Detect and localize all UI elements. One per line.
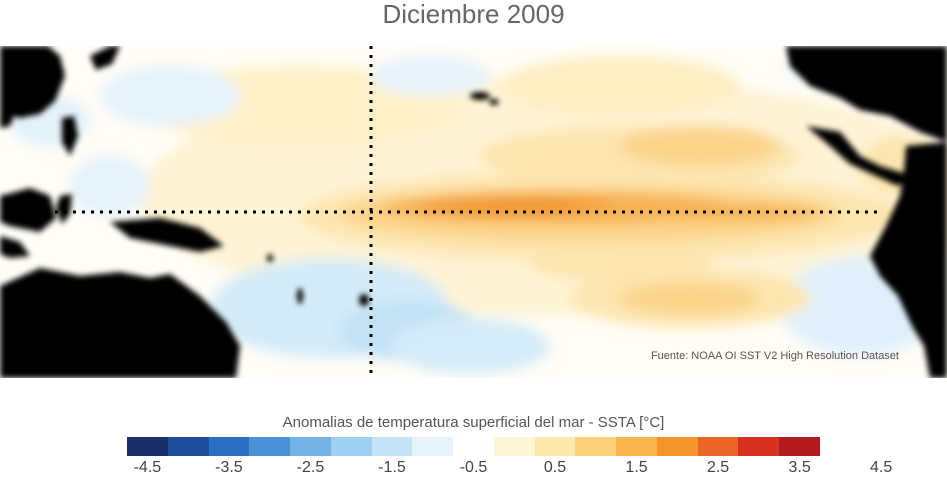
colorbar bbox=[127, 437, 821, 456]
colorbar-label: Anomalias de temperatura superficial del… bbox=[282, 414, 665, 431]
land-masses bbox=[0, 46, 947, 378]
figure-title: Diciembre 2009 bbox=[382, 0, 565, 29]
colorbar-swatch bbox=[697, 437, 739, 456]
colorbar-swatch bbox=[779, 437, 821, 456]
colorbar-swatch bbox=[656, 437, 698, 456]
colorbar-tick-label: 3.5 bbox=[788, 459, 811, 476]
ssta-map bbox=[0, 46, 947, 378]
map-canvas bbox=[0, 46, 947, 378]
colorbar-swatch bbox=[371, 437, 413, 456]
colorbar-tick-label: 2.5 bbox=[706, 459, 730, 476]
colorbar-swatch bbox=[412, 437, 454, 456]
colorbar-swatch bbox=[493, 437, 535, 456]
colorbar-swatch bbox=[575, 437, 617, 456]
colorbar-tick-label: -3.5 bbox=[215, 459, 243, 476]
colorbar-swatch bbox=[208, 437, 250, 456]
data-source-note: Fuente: NOAA OI SST V2 High Resolution D… bbox=[650, 350, 899, 362]
colorbar-swatch bbox=[616, 437, 657, 456]
colorbar-tick-label: -2.5 bbox=[296, 459, 325, 476]
colorbar-ticks: -4.5 -3.5 -2.5 -1.5 -0.5 0.5 1.5 2.5 3.5 4.5 bbox=[127, 459, 893, 479]
colorbar-tick-label: -1.5 bbox=[378, 459, 406, 476]
colorbar-swatch bbox=[534, 437, 576, 456]
colorbar-tick-label: -0.5 bbox=[459, 459, 488, 476]
colorbar-swatch bbox=[249, 437, 291, 456]
colorbar-tick-label: 0.5 bbox=[543, 459, 567, 476]
colorbar-swatch bbox=[290, 437, 331, 456]
colorbar-swatch bbox=[330, 437, 372, 456]
colorbar-swatch bbox=[738, 437, 780, 456]
colorbar-tick-label: 1.5 bbox=[625, 459, 648, 476]
colorbar-swatch bbox=[453, 437, 494, 456]
colorbar-tick-label: -4.5 bbox=[133, 459, 162, 476]
colorbar-swatch bbox=[127, 437, 168, 456]
colorbar-swatch bbox=[167, 437, 209, 456]
colorbar-tick-label: 4.5 bbox=[870, 459, 893, 476]
